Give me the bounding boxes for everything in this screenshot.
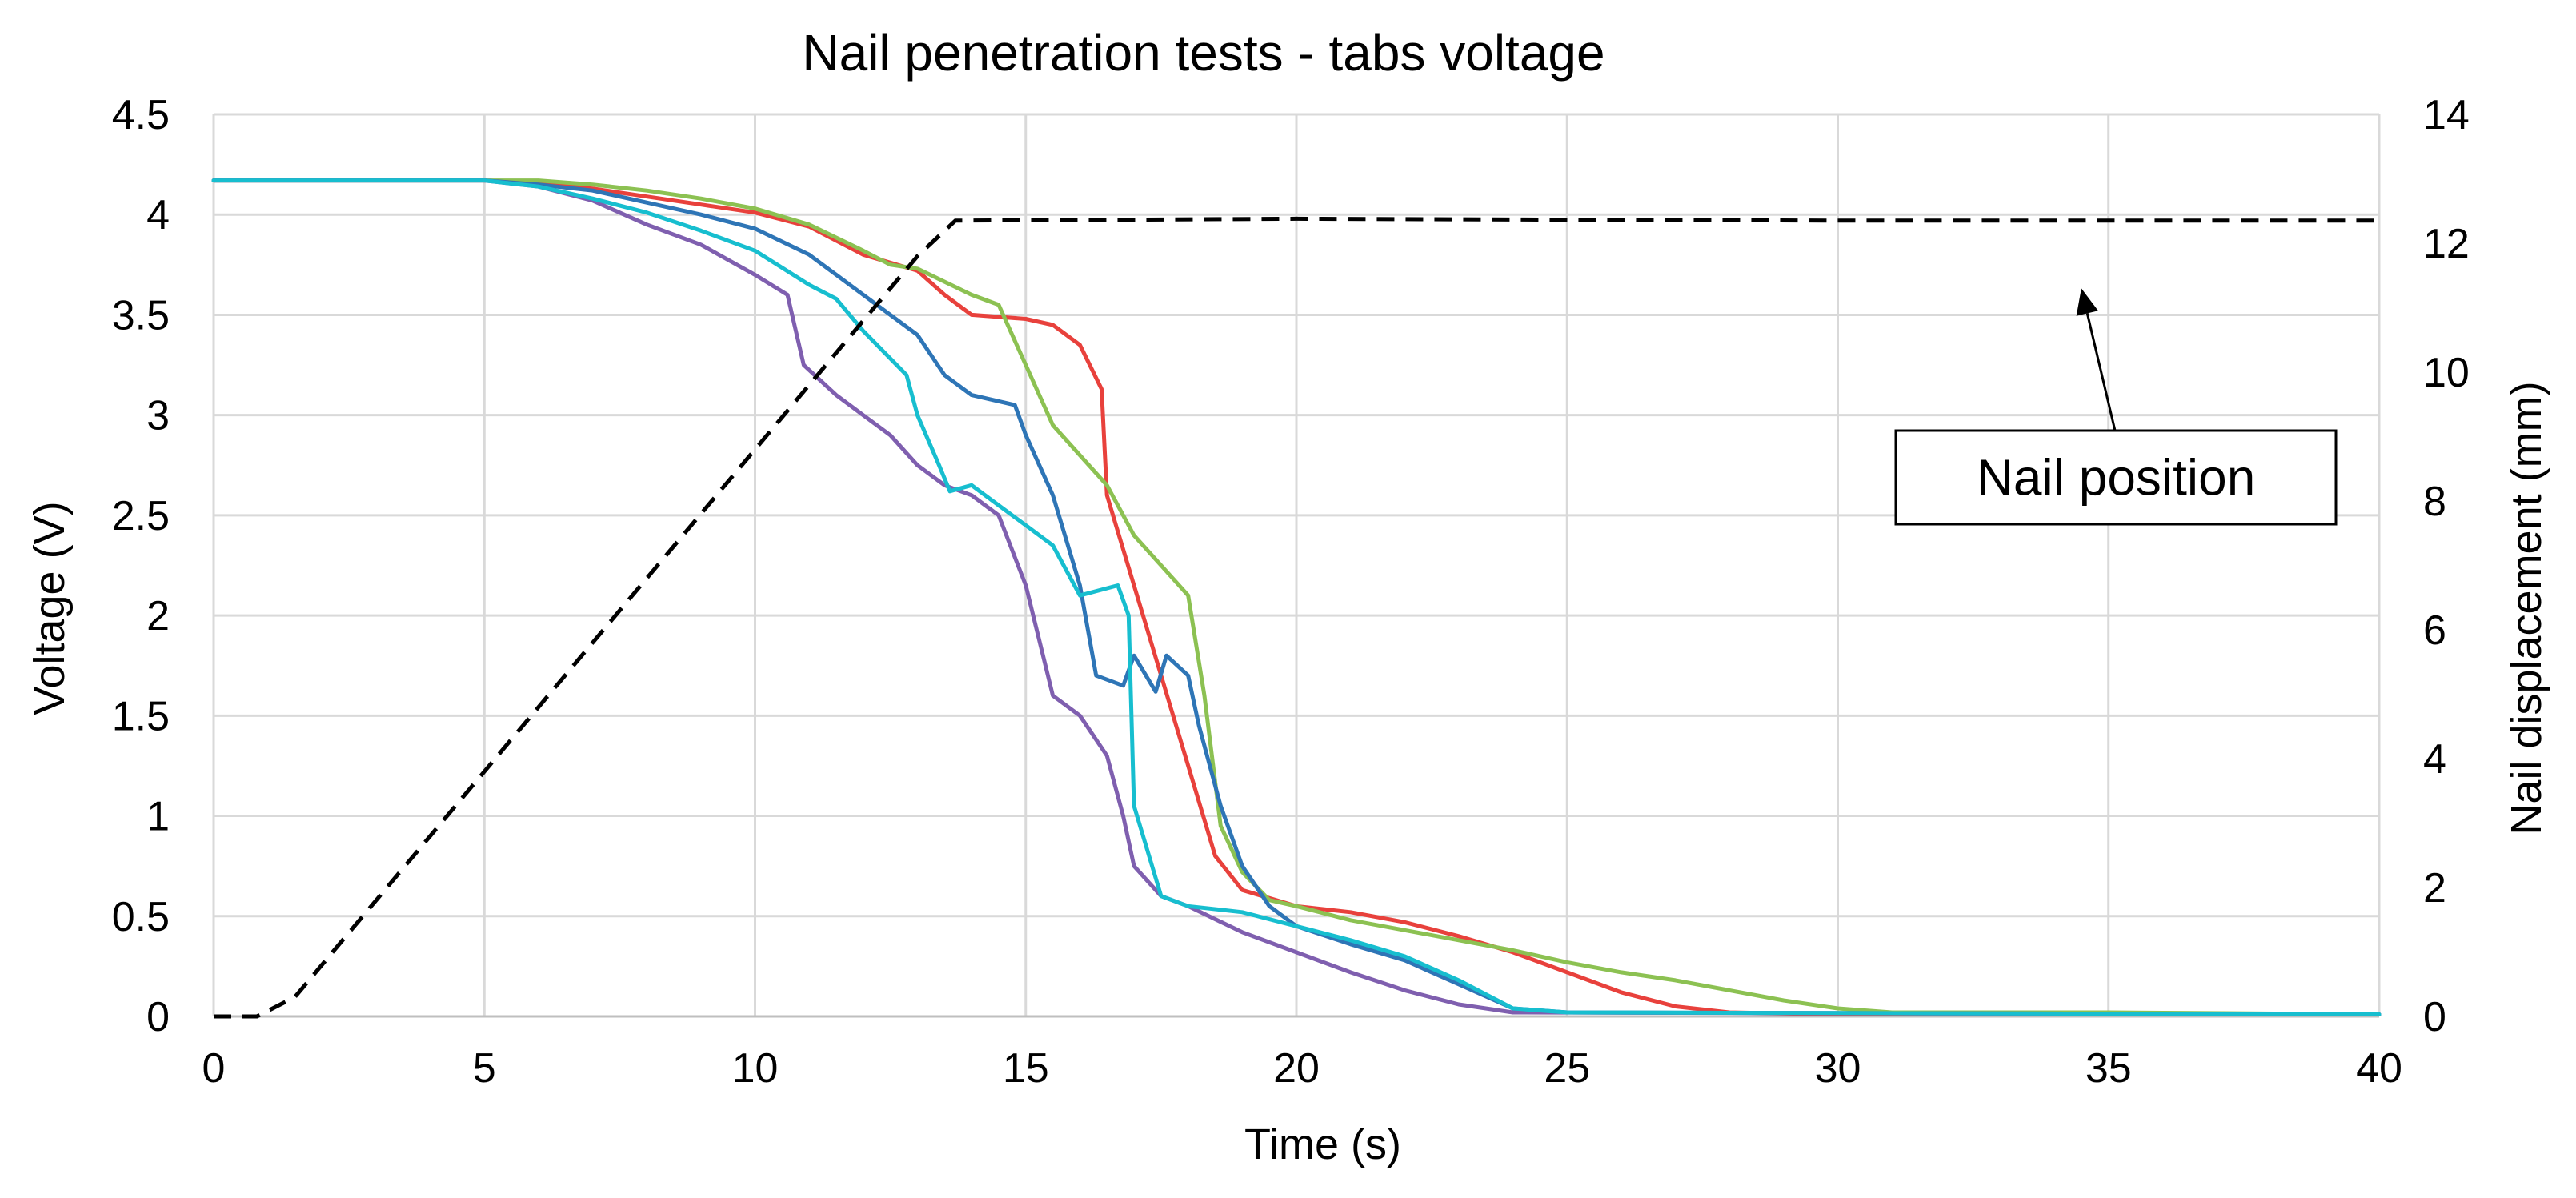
chart-title: Nail penetration tests - tabs voltage	[802, 24, 1604, 82]
annotation-box	[1894, 429, 2338, 526]
y2-tick-label: 10	[2423, 350, 2470, 396]
series-line-cyan	[211, 178, 2382, 1016]
y-axis-label: Voltage (V)	[26, 501, 74, 715]
x-tick-label: 20	[1273, 1045, 1320, 1092]
x-axis-label: Time (s)	[1244, 1120, 1401, 1168]
series-line-nail-position	[214, 216, 2379, 1019]
y2-tick-label: 14	[2423, 92, 2470, 138]
x-tick-label: 0	[202, 1045, 226, 1092]
y-tick-label: 3.5	[112, 292, 170, 339]
series-line-red	[211, 178, 2382, 1016]
x-tick-label: 25	[1544, 1045, 1590, 1092]
annotation: Nail position	[1894, 288, 2338, 526]
series-line-purple	[211, 178, 2382, 1016]
y2-tick-label: 6	[2423, 607, 2446, 654]
x-tick-label: 5	[473, 1045, 496, 1092]
x-tick-label: 30	[1815, 1045, 1861, 1092]
series-line-green	[211, 178, 2382, 1016]
y2-tick-label: 12	[2423, 221, 2470, 267]
x-tick-label: 15	[1003, 1045, 1049, 1092]
annotation-arrow	[2085, 313, 2117, 431]
axes: 0 0.5 1 1.5 2 2.5 3 3.5 4 4.5 0 5 10 15 20 25 30 35 40 0 2 4 6…	[112, 92, 2470, 1092]
y-tick-label: 4	[146, 192, 170, 238]
y-tick-label: 4.5	[112, 92, 170, 138]
y-tick-label: 3	[146, 393, 170, 439]
y2-axis-label: Nail displacement (mm)	[2502, 381, 2550, 835]
y-tick-label: 1.5	[112, 693, 170, 739]
y-tick-label: 0.5	[112, 894, 170, 940]
x-tick-label: 40	[2356, 1045, 2402, 1092]
y2-tick-label: 8	[2423, 479, 2446, 525]
grid	[212, 113, 2381, 1018]
y2-tick-label: 4	[2423, 736, 2446, 783]
x-tick-label: 35	[2085, 1045, 2132, 1092]
series-group	[211, 178, 2382, 1019]
y-tick-label: 1	[146, 794, 170, 840]
y2-tick-label: 2	[2423, 865, 2446, 912]
annotation-text: Nail position	[1977, 449, 2256, 507]
x-tick-label: 10	[732, 1045, 779, 1092]
y-tick-label: 2.5	[112, 493, 170, 539]
y-tick-label: 2	[146, 593, 170, 639]
annotation-arrowhead	[2076, 288, 2098, 316]
y2-tick-label: 0	[2423, 994, 2446, 1040]
series-line-blue	[211, 178, 2382, 1016]
y-tick-label: 0	[146, 994, 170, 1040]
